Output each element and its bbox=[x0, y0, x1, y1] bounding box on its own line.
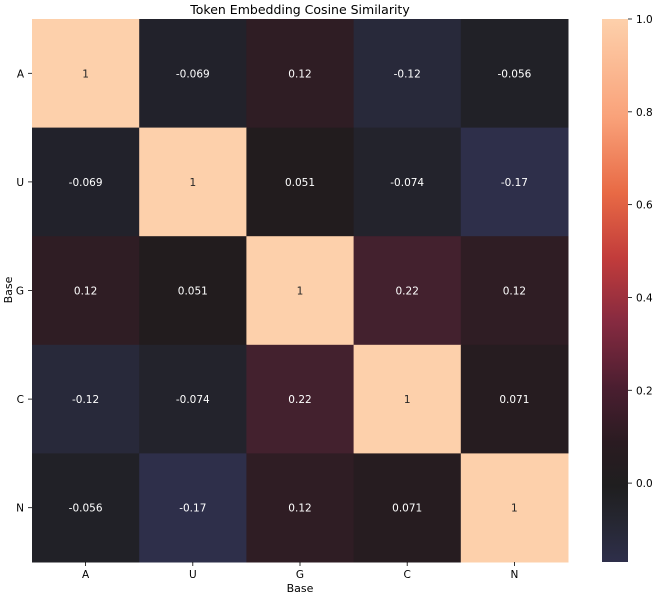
heatmap-cell bbox=[460, 19, 569, 129]
heatmap-cell bbox=[353, 19, 462, 129]
heatmap-cell bbox=[32, 344, 140, 454]
cell-annotation: 1 bbox=[511, 503, 518, 515]
colorbar-tick-label: 0.0 bbox=[636, 478, 653, 490]
cell-annotation: 0.12 bbox=[503, 286, 526, 298]
colorbar-tick-label: 0.8 bbox=[636, 107, 653, 119]
y-axis-ticks: A U G C N bbox=[16, 68, 32, 515]
heatmap-cell bbox=[353, 344, 462, 454]
x-tick-label: N bbox=[510, 569, 518, 581]
x-axis-label: Base bbox=[287, 582, 314, 595]
heatmap-cell bbox=[246, 19, 355, 129]
y-tick-label: N bbox=[16, 503, 24, 515]
cell-annotation: 1 bbox=[404, 394, 411, 406]
cell-annotation: -0.074 bbox=[176, 394, 210, 406]
heatmap-cell bbox=[246, 453, 355, 563]
heatmap-cell bbox=[460, 453, 569, 563]
heatmap-cell bbox=[32, 236, 140, 346]
cell-annotation: -0.074 bbox=[390, 177, 424, 189]
colorbar-tick-label: 0.4 bbox=[636, 292, 653, 304]
heatmap-cell bbox=[139, 344, 247, 454]
colorbar-ticks: 0.0 0.2 0.4 0.6 0.8 1.0 bbox=[628, 14, 653, 490]
cell-annotation: 0.071 bbox=[392, 503, 422, 515]
cell-annotation: 1 bbox=[82, 68, 89, 80]
cell-annotation: 0.22 bbox=[396, 286, 419, 298]
cell-annotation: -0.17 bbox=[179, 503, 206, 515]
chart-title: Token Embedding Cosine Similarity bbox=[189, 2, 410, 17]
cell-annotation: -0.069 bbox=[69, 177, 103, 189]
cell-annotation: -0.12 bbox=[72, 394, 99, 406]
cell-annotation: -0.056 bbox=[497, 68, 531, 80]
colorbar-tick-label: 0.2 bbox=[636, 385, 653, 397]
heatmap-cell bbox=[246, 127, 355, 237]
heatmap-cell bbox=[246, 344, 355, 454]
cell-annotation: 1 bbox=[297, 286, 304, 298]
heatmap-cell bbox=[139, 236, 247, 346]
x-tick-label: C bbox=[404, 569, 411, 581]
cell-annotation: 0.22 bbox=[288, 394, 311, 406]
cell-annotation: 0.051 bbox=[178, 286, 208, 298]
y-tick-label: C bbox=[17, 394, 24, 406]
cell-annotation: 0.12 bbox=[74, 286, 97, 298]
heatmap-cell bbox=[32, 19, 140, 129]
cell-annotation: 1 bbox=[189, 177, 196, 189]
cell-annotation: -0.069 bbox=[176, 68, 210, 80]
colorbar-tick-label: 1.0 bbox=[636, 14, 653, 26]
x-tick-label: U bbox=[189, 569, 197, 581]
colorbar: 0.0 0.2 0.4 0.6 0.8 1.0 bbox=[602, 14, 653, 562]
heatmap-cell bbox=[460, 127, 569, 237]
heatmap-cell bbox=[246, 236, 355, 346]
colorbar-tick-label: 0.6 bbox=[636, 200, 653, 212]
cell-annotation: 0.12 bbox=[288, 503, 311, 515]
cell-annotation: -0.056 bbox=[69, 503, 103, 515]
cell-annotation: -0.17 bbox=[501, 177, 528, 189]
heatmap-cell bbox=[139, 453, 247, 563]
cell-annotations: 1 -0.069 0.12 -0.12 -0.056 -0.069 1 0.051 -0.074… bbox=[69, 68, 532, 514]
y-tick-label: A bbox=[17, 68, 25, 80]
heatmap-cell bbox=[353, 127, 462, 237]
heatmap-cell bbox=[460, 236, 569, 346]
cell-annotation: 0.051 bbox=[285, 177, 315, 189]
cell-annotation: -0.12 bbox=[394, 68, 421, 80]
x-tick-label: A bbox=[82, 569, 90, 581]
cell-annotation: 0.071 bbox=[499, 394, 529, 406]
heatmap-cells bbox=[32, 19, 569, 563]
y-axis-label: Base bbox=[2, 276, 15, 303]
heatmap-cell bbox=[139, 19, 247, 129]
cell-annotation: 0.12 bbox=[288, 68, 311, 80]
colorbar-gradient bbox=[602, 19, 628, 562]
heatmap-cell bbox=[32, 127, 140, 237]
y-tick-label: U bbox=[16, 177, 24, 189]
y-tick-label: G bbox=[16, 286, 24, 298]
heatmap-cell bbox=[139, 127, 247, 237]
heatmap-cell bbox=[460, 344, 569, 454]
x-tick-label: G bbox=[296, 569, 304, 581]
heatmap-cell bbox=[353, 453, 462, 563]
heatmap-cell bbox=[353, 236, 462, 346]
heatmap-cell bbox=[32, 453, 140, 563]
